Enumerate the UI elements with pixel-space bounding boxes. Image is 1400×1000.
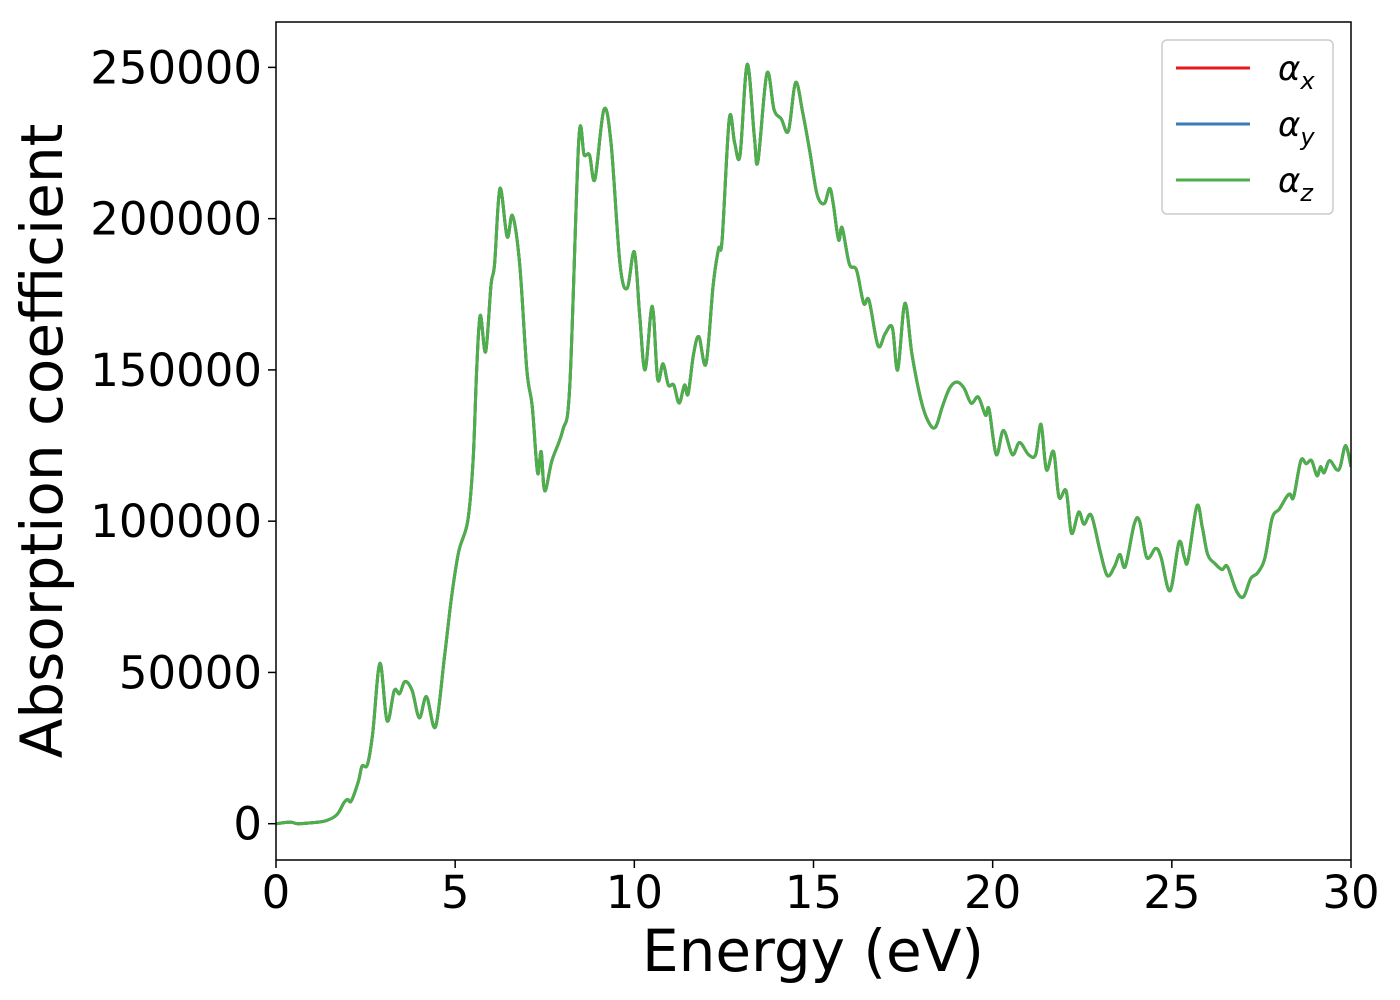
y-axis-label: Absorption coefficient (8, 124, 76, 759)
x-tick-label: 20 (964, 866, 1021, 919)
y-tick-label: 0 (233, 798, 262, 851)
y-tick-label: 250000 (90, 41, 262, 94)
x-tick-label: 10 (606, 866, 663, 919)
x-tick-label: 5 (441, 866, 470, 919)
x-tick-label: 30 (1322, 866, 1379, 919)
x-tick-label: 0 (262, 866, 291, 919)
y-tick-label: 200000 (90, 193, 262, 246)
y-tick-label: 50000 (119, 646, 262, 699)
data-line (276, 62, 1351, 826)
y-tick-label: 100000 (90, 495, 262, 548)
legend-box (1161, 39, 1334, 215)
y-tick-label: 150000 (90, 344, 262, 397)
x-tick-label: 25 (1143, 866, 1200, 919)
plot-frame (275, 21, 1352, 861)
x-tick-label: 15 (785, 866, 842, 919)
x-axis-label: Energy (eV) (642, 917, 984, 985)
